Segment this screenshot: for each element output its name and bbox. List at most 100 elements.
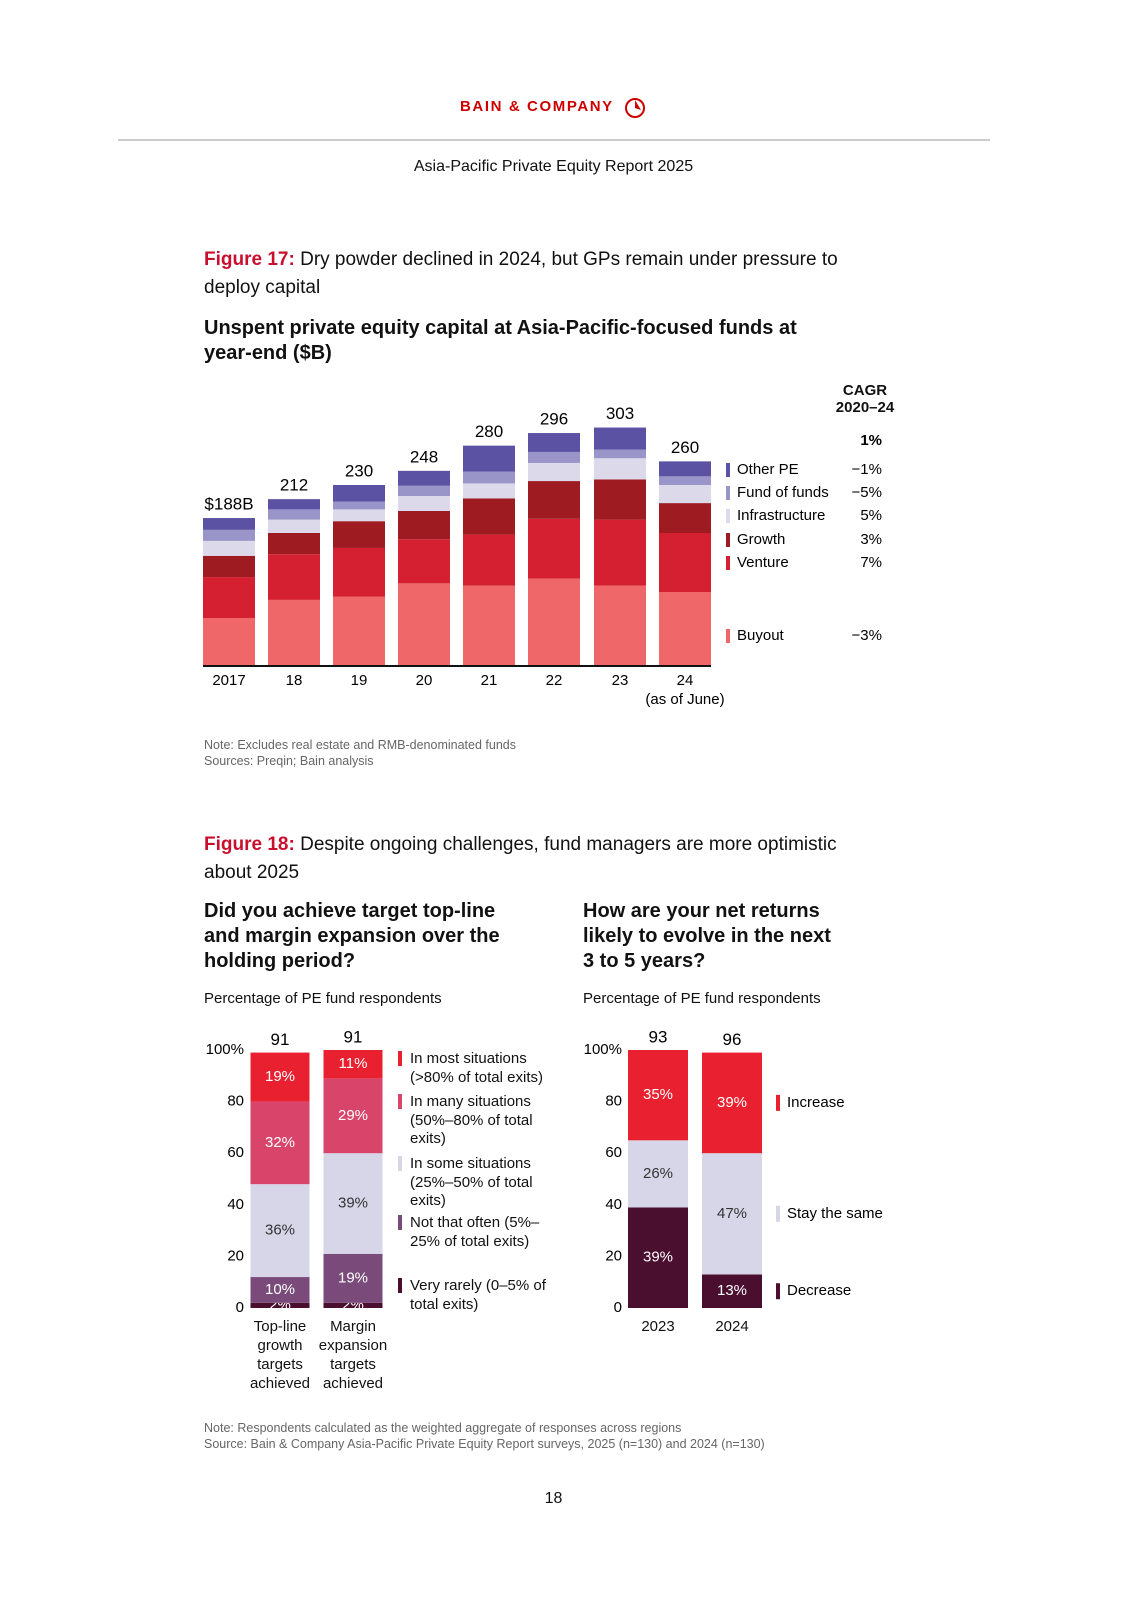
bar-segment <box>594 458 646 480</box>
bar-segment <box>528 433 580 452</box>
legend-swatch <box>726 509 730 523</box>
bar-segment <box>250 1052 310 1102</box>
bar-segment <box>203 540 255 556</box>
legend-label: Not that often (5%–25% of total exits) <box>410 1214 540 1250</box>
bar-segment <box>323 1050 383 1079</box>
legend-swatch <box>726 463 730 477</box>
bar-segment <box>398 539 450 584</box>
brand: BAIN & COMPANY <box>460 98 614 115</box>
bar-segment <box>250 1302 310 1308</box>
caption-text: Dry powder declined in 2024, but GPs rem… <box>204 249 838 298</box>
cagr-value: 7% <box>860 554 882 571</box>
legend-swatch <box>776 1283 780 1300</box>
bar-segment <box>528 481 580 519</box>
value-label: 32% <box>265 1134 295 1151</box>
bar-segment <box>333 509 385 522</box>
value-label: 19% <box>338 1269 368 1286</box>
x-tick-label: 21 <box>481 672 498 689</box>
legend-label: Decrease <box>787 1282 851 1299</box>
bar-segment <box>463 471 515 484</box>
value-label: 10% <box>265 1281 295 1298</box>
notes: Note: Respondents calculated as the weig… <box>204 1420 765 1452</box>
legend-label: Growth <box>737 531 785 548</box>
bar-segment <box>594 479 646 520</box>
legend-label: Very rarely (0–5% of total exits) <box>410 1277 546 1313</box>
note: Note: Respondents calculated as the weig… <box>204 1421 682 1435</box>
legend-swatch <box>398 1278 402 1293</box>
note: Note: Excludes real estate and RMB-denom… <box>204 738 516 752</box>
bar-segment <box>463 585 515 666</box>
page-number: 18 <box>544 1490 563 1507</box>
y-tick-label: 80 <box>227 1093 244 1110</box>
legend-label: In many situations (50%–80% of total exi… <box>410 1093 533 1147</box>
legend-label: In some situations (25%–50% of total exi… <box>410 1155 533 1209</box>
bar-segment <box>659 484 711 504</box>
y-tick-label: 40 <box>605 1196 622 1213</box>
bar-segment <box>250 1277 310 1303</box>
x-tick-label: Margin expansion targets achieved <box>318 1318 388 1392</box>
value-label: 39% <box>338 1194 368 1211</box>
x-tick-label: 18 <box>286 672 303 689</box>
bar-segment <box>528 518 580 579</box>
bar-segment <box>702 1052 762 1154</box>
bar-segment <box>268 519 320 533</box>
legend-swatch <box>398 1215 402 1230</box>
cagr-title: CAGR 2020–24 <box>835 382 895 416</box>
total-label: 303 <box>606 404 634 423</box>
bar-segment <box>702 1153 762 1275</box>
bar-segment <box>398 496 450 511</box>
legend-label: Fund of funds <box>737 484 829 501</box>
bar-segment <box>628 1207 688 1308</box>
value-label: 26% <box>643 1165 673 1182</box>
category-note: (as of June) <box>645 691 724 708</box>
y-tick-label: 20 <box>227 1247 244 1264</box>
total-label: 296 <box>540 410 568 429</box>
figure-caption: Figure 18: Despite ongoing challenges, f… <box>204 831 884 887</box>
total-label: 96 <box>723 1030 742 1049</box>
value-label: 35% <box>643 1086 673 1103</box>
legend-swatch <box>776 1205 780 1222</box>
bar-segment <box>268 554 320 600</box>
total-label: $188B <box>204 495 253 514</box>
total-label: 91 <box>271 1030 290 1049</box>
bar-segment <box>594 519 646 586</box>
value-label: 13% <box>717 1282 747 1299</box>
total-label: 91 <box>344 1027 363 1046</box>
legend-swatch <box>398 1051 402 1066</box>
bar-segment <box>463 445 515 472</box>
bar-segment <box>398 470 450 486</box>
bar-segment <box>659 532 711 593</box>
bar-segment <box>250 1184 310 1278</box>
y-tick-label: 0 <box>236 1299 244 1316</box>
value-label: 36% <box>265 1222 295 1239</box>
y-tick-label: 0 <box>614 1299 622 1316</box>
legend-swatch <box>726 533 730 547</box>
value-label: 11% <box>339 1055 368 1072</box>
legend-label: Stay the same <box>787 1205 883 1222</box>
x-tick-label: 2023 <box>641 1318 675 1335</box>
bar-segment <box>268 509 320 520</box>
note: Sources: Preqin; Bain analysis <box>204 754 374 768</box>
x-tick-label: Top-line growth targets achieved <box>249 1318 311 1392</box>
chart-title: How are your net returns likely to evolv… <box>583 900 831 972</box>
bar-segment <box>323 1078 383 1154</box>
chart-subtitle: Percentage of PE fund respondents <box>583 990 821 1007</box>
x-tick-label: 20 <box>416 672 433 689</box>
x-tick-label: 22 <box>546 672 563 689</box>
bar-segment <box>528 451 580 463</box>
value-label: 29% <box>338 1107 368 1124</box>
bar-segment <box>203 529 255 541</box>
bar-segment <box>659 592 711 666</box>
bar-segment <box>398 510 450 540</box>
logo-icon-mark <box>635 100 641 110</box>
figure-label: Figure 17: <box>204 249 295 270</box>
total-label: 260 <box>671 438 699 457</box>
bar-segment <box>268 599 320 666</box>
cagr-value: −5% <box>852 484 882 501</box>
total-label: 93 <box>649 1027 668 1046</box>
bar-segment <box>659 461 711 477</box>
legend-swatch <box>726 629 730 643</box>
bar-segment <box>323 1253 383 1303</box>
legend-label: Infrastructure <box>737 507 825 524</box>
bar-segment <box>333 501 385 510</box>
